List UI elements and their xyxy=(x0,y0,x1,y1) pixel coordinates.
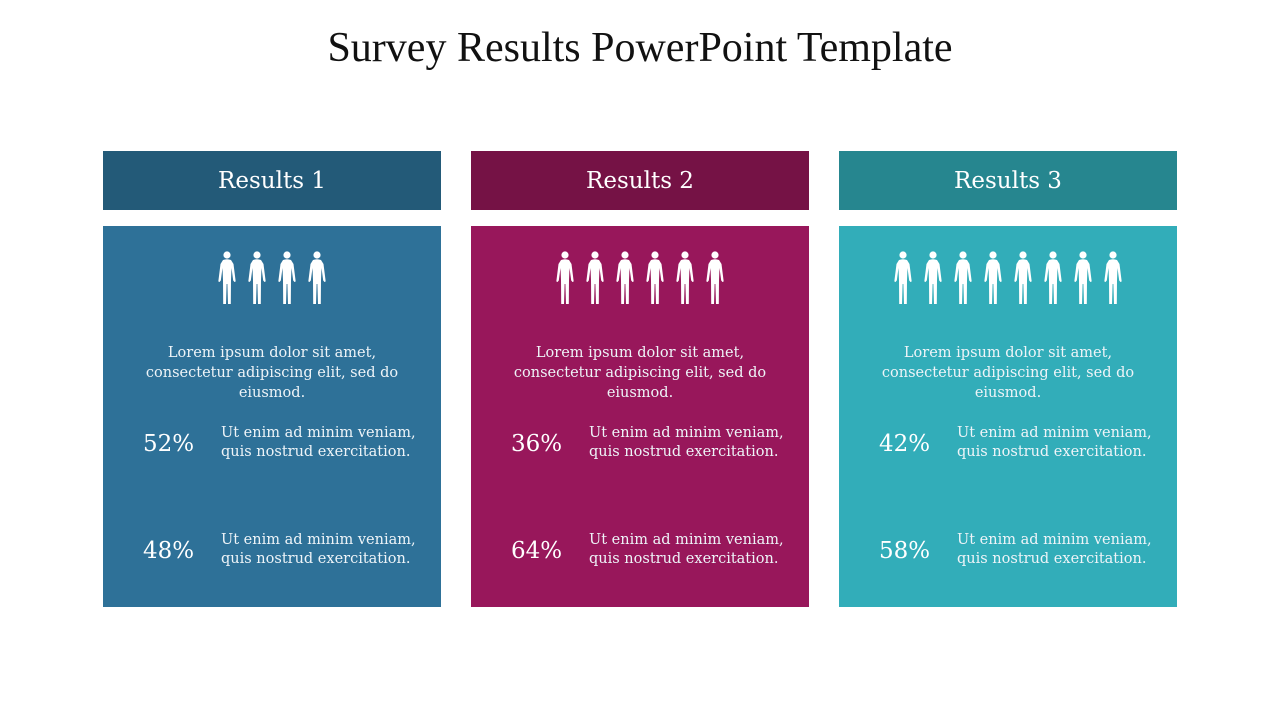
stat-percentage: 42% xyxy=(879,431,931,457)
person-icon xyxy=(1044,251,1062,304)
column-header: Results 2 xyxy=(471,151,809,210)
person-icon xyxy=(706,251,724,304)
person-icon xyxy=(1074,251,1092,304)
stat-text: Ut enim ad minim veniam, quis nostrud ex… xyxy=(589,425,784,460)
stat-row: 52% Ut enim ad minim veniam, quis nostru… xyxy=(103,424,441,468)
person-icon xyxy=(218,251,236,304)
person-icon xyxy=(676,251,694,304)
stat-text: Ut enim ad minim veniam, quis nostrud ex… xyxy=(221,532,416,567)
column-body: Lorem ipsum dolor sit amet, consectetur … xyxy=(471,226,809,607)
stat-row: 36% Ut enim ad minim veniam, quis nostru… xyxy=(471,424,809,468)
stat-row: 58% Ut enim ad minim veniam, quis nostru… xyxy=(839,531,1177,575)
person-icon xyxy=(1104,251,1122,304)
person-icon xyxy=(1014,251,1032,304)
column-header-label: Results 1 xyxy=(218,167,326,194)
column-description: Lorem ipsum dolor sit amet, consectetur … xyxy=(145,345,399,401)
stat-row: 42% Ut enim ad minim veniam, quis nostru… xyxy=(839,424,1177,468)
stat-text: Ut enim ad minim veniam, quis nostrud ex… xyxy=(957,532,1152,567)
stat-row: 64% Ut enim ad minim veniam, quis nostru… xyxy=(471,531,809,575)
stat-row: 48% Ut enim ad minim veniam, quis nostru… xyxy=(103,531,441,575)
column-description: Lorem ipsum dolor sit amet, consectetur … xyxy=(881,345,1135,401)
person-icon xyxy=(924,251,942,304)
stat-text: Ut enim ad minim veniam, quis nostrud ex… xyxy=(957,425,1152,460)
column-header: Results 1 xyxy=(103,151,441,210)
people-icons xyxy=(471,250,809,306)
results-column-2: Results 2 Lorem ipsum dolor sit amet, co… xyxy=(471,151,809,607)
people-icons xyxy=(839,250,1177,306)
person-icon xyxy=(984,251,1002,304)
stat-percentage: 64% xyxy=(511,538,563,564)
person-icon xyxy=(278,251,296,304)
person-icon xyxy=(954,251,972,304)
stat-percentage: 36% xyxy=(511,431,563,457)
person-icon xyxy=(646,251,664,304)
column-header-label: Results 2 xyxy=(586,167,694,194)
person-icon xyxy=(616,251,634,304)
stat-text: Ut enim ad minim veniam, quis nostrud ex… xyxy=(221,425,416,460)
stat-percentage: 58% xyxy=(879,538,931,564)
person-icon xyxy=(586,251,604,304)
people-icons xyxy=(103,250,441,306)
column-header-label: Results 3 xyxy=(954,167,1062,194)
column-body: Lorem ipsum dolor sit amet, consectetur … xyxy=(839,226,1177,607)
person-icon xyxy=(308,251,326,304)
column-header: Results 3 xyxy=(839,151,1177,210)
results-column-1: Results 1 Lorem ipsum dolor sit amet, co… xyxy=(103,151,441,607)
column-description: Lorem ipsum dolor sit amet, consectetur … xyxy=(513,345,767,401)
stat-percentage: 52% xyxy=(143,431,195,457)
stat-percentage: 48% xyxy=(143,538,195,564)
column-body: Lorem ipsum dolor sit amet, consectetur … xyxy=(103,226,441,607)
person-icon xyxy=(894,251,912,304)
person-icon xyxy=(556,251,574,304)
results-column-3: Results 3 Lorem ipsum dolor sit amet, co… xyxy=(839,151,1177,607)
person-icon xyxy=(248,251,266,304)
stat-text: Ut enim ad minim veniam, quis nostrud ex… xyxy=(589,532,784,567)
page-title: Survey Results PowerPoint Template xyxy=(327,25,953,71)
